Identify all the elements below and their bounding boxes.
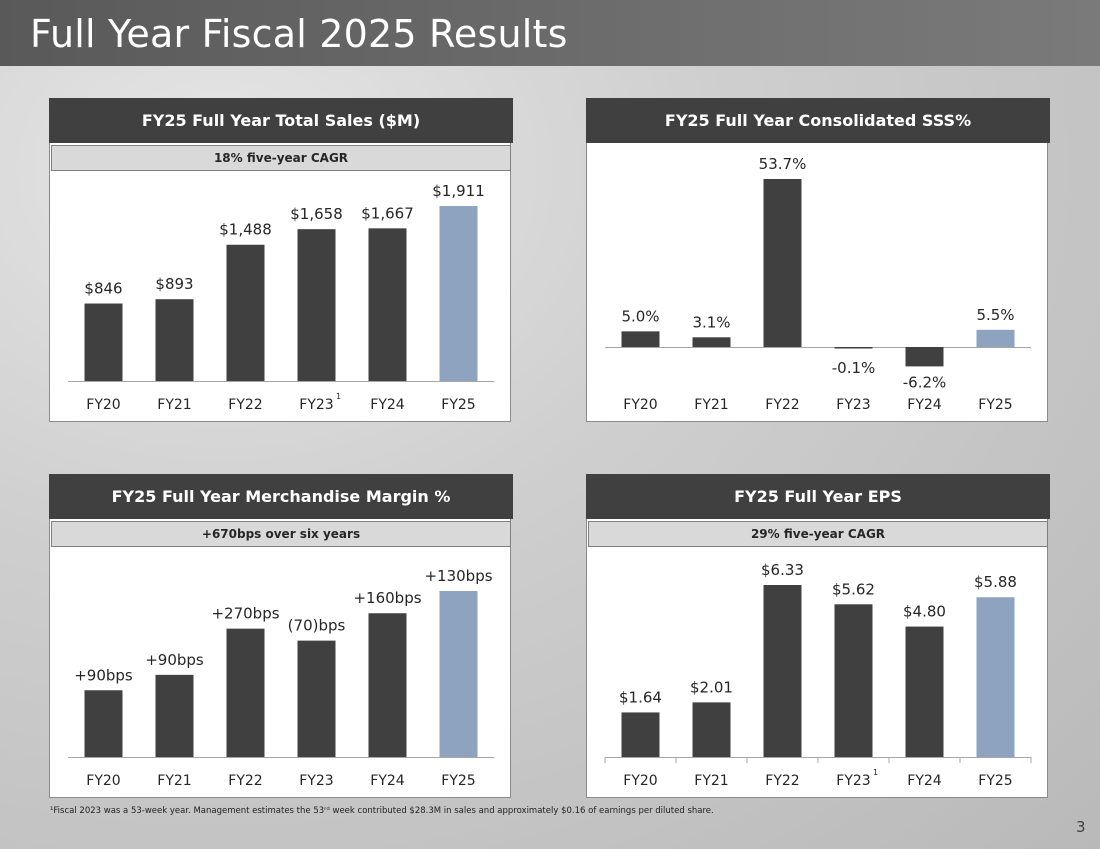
sss-bar-fy22: [763, 179, 802, 347]
page-title: Full Year Fiscal 2025 Results: [30, 12, 568, 56]
sales-value-label-fy21: $893: [155, 275, 193, 293]
sales-tick-label-fy21: FY21: [157, 397, 191, 413]
sss-panel: FY25 Full Year Consolidated SSS% 5.0% FY2…: [586, 98, 1050, 422]
eps-tick-label-fy21: FY21: [694, 773, 728, 789]
sales-bar-fy24: [368, 228, 407, 381]
margin-value-label-fy22: +270bps: [211, 605, 279, 623]
sss-value-label-fy23: -0.1%: [832, 359, 876, 377]
eps-value-label-fy22: $6.33: [761, 561, 804, 579]
sss-bar-fy25: [976, 329, 1015, 347]
sales-panel: FY25 Full Year Total Sales ($M) 18% five…: [49, 98, 513, 422]
margin-value-label-fy23: (70)bps: [288, 617, 346, 635]
eps-value-label-fy21: $2.01: [690, 678, 733, 696]
sales-tick-label-fy20: FY20: [86, 397, 120, 413]
margin-panel-title: FY25 Full Year Merchandise Margin %: [49, 474, 513, 519]
eps-panel-title: FY25 Full Year EPS: [586, 474, 1050, 519]
sss-bar-fy21: [692, 337, 731, 347]
sss-tick-label-fy22: FY22: [765, 397, 799, 413]
margin-tick-label-fy22: FY22: [228, 773, 262, 789]
sales-value-label-fy20: $846: [84, 280, 122, 298]
margin-bar-fy20: [84, 690, 123, 757]
eps-bar-fy25: [976, 597, 1015, 757]
sales-value-label-fy24: $1,667: [361, 204, 414, 222]
margin-tick-label-fy23: FY23: [299, 773, 333, 789]
eps-tick-label-fy22: FY22: [765, 773, 799, 789]
sales-tick-label-fy23: FY23: [299, 397, 333, 413]
sss-value-label-fy22: 53.7%: [759, 155, 807, 173]
sales-footnote-mark: 1: [336, 392, 341, 401]
sss-value-label-fy20: 5.0%: [621, 307, 659, 325]
sss-panel-title: FY25 Full Year Consolidated SSS%: [586, 98, 1050, 143]
sss-bar-fy24: [905, 347, 944, 367]
sss-value-label-fy24: -6.2%: [903, 373, 947, 391]
eps-bar-fy21: [692, 702, 731, 757]
eps-tick-label-fy23: FY23: [836, 773, 870, 789]
margin-tick-label-fy25: FY25: [441, 773, 475, 789]
sales-bar-fy22: [226, 244, 265, 381]
eps-tick-label-fy24: FY24: [907, 773, 942, 789]
margin-tick-label-fy20: FY20: [86, 773, 120, 789]
sales-value-label-fy22: $1,488: [219, 221, 272, 239]
sales-bar-fy23: [297, 229, 336, 381]
margin-bar-fy25: [439, 591, 478, 757]
sales-value-label-fy25: $1,911: [432, 182, 485, 200]
sales-value-label-fy23: $1,658: [290, 205, 343, 223]
margin-panel: FY25 Full Year Merchandise Margin % +670…: [49, 474, 513, 798]
footnote: ¹Fiscal 2023 was a 53-week year. Managem…: [50, 806, 714, 816]
sss-tick-label-fy20: FY20: [623, 397, 657, 413]
margin-bar-fy22: [226, 628, 265, 757]
sss-tick-label-fy21: FY21: [694, 397, 728, 413]
sales-bar-fy25: [439, 206, 478, 381]
sales-panel-title: FY25 Full Year Total Sales ($M): [49, 98, 513, 143]
margin-bar-fy24: [368, 613, 407, 757]
sss-value-label-fy25: 5.5%: [976, 306, 1014, 324]
eps-bar-fy24: [905, 626, 944, 757]
margin-panel-subtitle: +670bps over six years: [51, 521, 511, 547]
margin-value-label-fy20: +90bps: [74, 666, 133, 684]
eps-bar-fy23: [834, 604, 873, 757]
sss-value-label-fy21: 3.1%: [692, 313, 730, 331]
sales-tick-label-fy24: FY24: [370, 397, 405, 413]
page-number: 3: [1076, 818, 1086, 836]
sss-tick-label-fy25: FY25: [978, 397, 1012, 413]
eps-panel: FY25 Full Year EPS 29% five-year CAGR $1…: [586, 474, 1050, 798]
margin-value-label-fy21: +90bps: [145, 651, 204, 669]
sales-panel-subtitle: 18% five-year CAGR: [51, 145, 511, 171]
sss-chart: 5.0% FY20 3.1% FY21 53.7% FY22 -0.1% FY23 -6.2% F…: [605, 155, 1031, 413]
sss-bar-fy23: [834, 347, 873, 349]
sales-bar-fy20: [84, 303, 123, 381]
margin-tick-label-fy21: FY21: [157, 773, 191, 789]
sss-tick-label-fy24: FY24: [907, 397, 942, 413]
margin-bar-fy23: [297, 640, 336, 757]
eps-bar-fy20: [621, 712, 660, 757]
title-bar: Full Year Fiscal 2025 Results: [0, 0, 1100, 66]
sss-tick-label-fy23: FY23: [836, 397, 870, 413]
margin-bar-fy21: [155, 674, 194, 757]
eps-value-label-fy24: $4.80: [903, 603, 946, 621]
eps-tick-label-fy20: FY20: [623, 773, 657, 789]
sss-bar-fy20: [621, 331, 660, 347]
margin-value-label-fy24: +160bps: [353, 589, 421, 607]
margin-value-label-fy25: +130bps: [424, 567, 492, 585]
eps-value-label-fy23: $5.62: [832, 580, 875, 598]
eps-value-label-fy20: $1.64: [619, 688, 662, 706]
sales-tick-label-fy22: FY22: [228, 397, 262, 413]
eps-tick-label-fy25: FY25: [978, 773, 1012, 789]
margin-chart: +90bps FY20 +90bps FY21 +270bps FY22 (70)bps FY…: [68, 567, 494, 789]
eps-bar-fy22: [763, 585, 802, 757]
sales-tick-label-fy25: FY25: [441, 397, 475, 413]
margin-tick-label-fy24: FY24: [370, 773, 405, 789]
eps-footnote-mark: 1: [873, 768, 878, 777]
eps-value-label-fy25: $5.88: [974, 573, 1017, 591]
eps-panel-subtitle: 29% five-year CAGR: [588, 521, 1048, 547]
sales-bar-fy21: [155, 299, 194, 381]
